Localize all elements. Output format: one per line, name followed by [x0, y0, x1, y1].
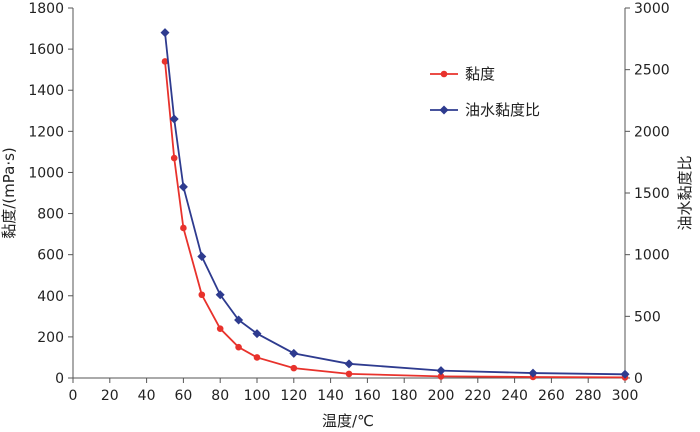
series-1: [161, 58, 629, 381]
data-point: [234, 315, 244, 325]
data-point: [289, 348, 299, 358]
legend-marker: [440, 70, 448, 78]
data-point: [160, 28, 170, 38]
data-point: [161, 58, 169, 65]
x-tick-label: 200: [428, 388, 455, 404]
x-axis-label: 温度/℃: [322, 412, 374, 430]
x-tick-label: 180: [391, 388, 418, 404]
data-point: [252, 329, 262, 339]
legend-item-2: 油水黏度比: [430, 101, 540, 119]
y-left-tick-label: 600: [37, 248, 64, 264]
x-tick-label: 260: [538, 388, 565, 404]
y-right-tick-label: 1500: [634, 186, 670, 202]
y-axis-left-label: 黏度/(mPa·s): [0, 147, 18, 239]
y-right-tick-label: 3000: [634, 1, 670, 17]
data-point: [253, 354, 261, 361]
y-left-tick-label: 200: [37, 330, 64, 346]
data-point: [437, 373, 445, 380]
series-2: [160, 28, 630, 379]
x-tick-label: 240: [501, 388, 528, 404]
legend-item-1: 黏度: [430, 65, 495, 83]
data-point: [170, 154, 178, 162]
data-point: [344, 359, 354, 369]
x-tick-label: 140: [317, 388, 344, 404]
x-tick-label: 20: [101, 388, 119, 404]
y-right-tick-label: 0: [634, 371, 643, 387]
legend-marker: [439, 105, 449, 115]
data-point: [178, 182, 188, 192]
axes: 0 20 40 60 80 100 120 140 160 180 200 220 240 260 280 3…: [28, 1, 669, 404]
x-tick-label: 300: [612, 388, 639, 404]
y-left-tick-label: 800: [37, 207, 64, 223]
x-tick-label: 160: [354, 388, 381, 404]
y-left-tick-label: 1800: [28, 1, 64, 17]
x-tick-label: 80: [211, 388, 229, 404]
y-right-tick-label: 1000: [634, 248, 670, 264]
y-axis-right-label: 油水黏度比: [676, 155, 694, 230]
y-left-tick-label: 1200: [28, 124, 64, 140]
legend-label: 黏度: [465, 65, 495, 83]
x-tick-label: 220: [464, 388, 491, 404]
data-point: [235, 343, 242, 351]
data-point: [197, 252, 207, 262]
data-point: [215, 290, 225, 300]
y-right-tick-label: 2000: [634, 124, 670, 140]
data-point: [290, 364, 298, 372]
y-right-tick-label: 2500: [634, 63, 670, 79]
y-left-tick-label: 400: [37, 289, 64, 305]
series-layer: [160, 28, 630, 381]
data-point: [180, 224, 187, 232]
data-point: [169, 114, 179, 124]
series-line: [164, 32, 626, 376]
y-left-tick-label: 1600: [28, 42, 64, 58]
x-tick-label: 0: [69, 388, 78, 404]
x-tick-label: 100: [244, 388, 271, 404]
data-point: [436, 366, 446, 376]
data-point: [528, 368, 538, 378]
data-point: [216, 325, 224, 332]
data-point: [620, 369, 630, 379]
x-tick-label: 60: [174, 388, 192, 404]
y-right-tick-label: 500: [634, 309, 661, 325]
x-tick-label: 280: [575, 388, 602, 404]
legend-label: 油水黏度比: [465, 101, 540, 119]
y-left-tick-label: 1400: [28, 83, 64, 99]
y-left-tick-label: 1000: [28, 165, 64, 181]
series-line: [164, 61, 626, 379]
x-tick-label: 40: [138, 388, 156, 404]
y-left-tick-label: 0: [55, 371, 64, 387]
x-tick-label: 120: [280, 388, 307, 404]
data-point: [198, 291, 206, 299]
data-point: [345, 370, 353, 378]
